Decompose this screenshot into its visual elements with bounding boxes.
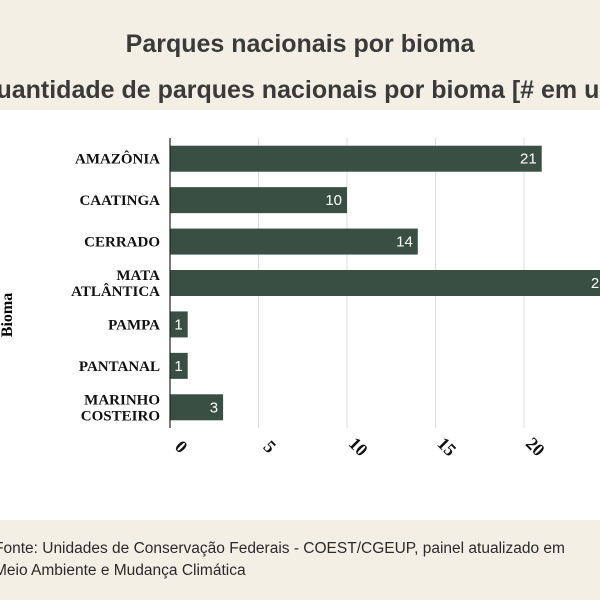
bar [170,311,188,338]
source-line-2: Meio Ambiente e Mudança Climática [0,562,246,579]
bar [170,145,542,172]
x-tick-label: 20 [522,433,549,460]
category-label: CERRADO [84,235,160,251]
bar-chart: 21AMAZÔNIA10CAATINGA14CERRADO25MATAATLÂN… [0,138,600,460]
data-label: 21 [520,151,537,168]
data-label: 3 [210,399,218,416]
bar [170,228,418,255]
category-label: AMAZÔNIA [75,151,160,168]
category-label: CAATINGA [79,193,160,209]
category-label: MARINHO [84,392,160,408]
x-tick-label: 15 [433,433,460,460]
x-tick-label: 0 [171,436,192,457]
category-label: PAMPA [108,317,160,333]
bar [170,187,347,214]
data-label: 14 [396,234,413,251]
category-label: PANTANAL [79,359,160,375]
chart-subtitle: Quantidade de parques nacionais por biom… [0,76,600,104]
chart-title: Parques nacionais por bioma [125,30,475,58]
bar [170,352,188,379]
x-tick-label: 5 [260,436,281,457]
source-line-1: Fonte: Unidades de Conservação Federais … [0,540,565,557]
data-label: 10 [325,192,342,209]
source-note: Fonte: Unidades de Conservação Federais … [0,538,600,582]
data-label: 1 [174,358,182,375]
bar [170,394,224,421]
y-axis-label: Bioma [0,293,16,337]
category-label: ATLÂNTICA [71,283,160,300]
category-label: COSTEIRO [81,408,160,424]
x-tick-label: 10 [345,433,372,460]
plot-area: 21AMAZÔNIA10CAATINGA14CERRADO25MATAATLÂN… [0,110,600,520]
bar [170,270,600,296]
data-label: 1 [174,316,182,333]
data-label: 25 [591,275,600,292]
category-label: MATA [116,268,160,284]
